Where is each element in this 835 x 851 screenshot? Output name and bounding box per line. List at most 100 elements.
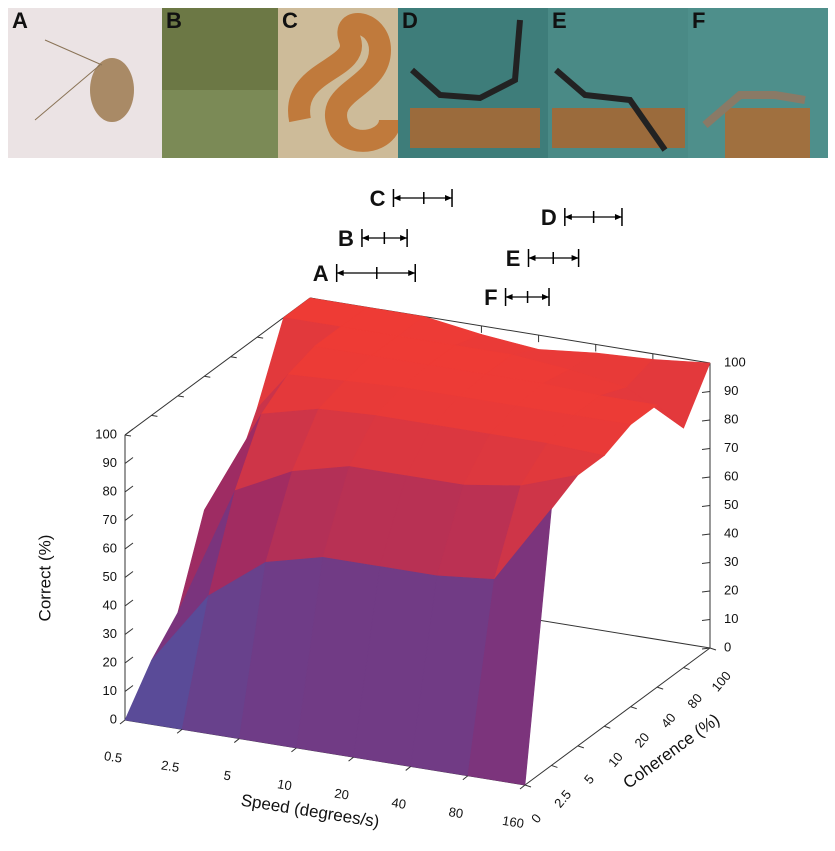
perch bbox=[552, 108, 685, 148]
y-wall-tick bbox=[125, 435, 131, 436]
z-tick bbox=[125, 629, 133, 635]
z-tick-label: 80 bbox=[724, 411, 738, 426]
y-tick-label: 5 bbox=[581, 772, 597, 787]
z-tick bbox=[702, 392, 710, 393]
x-tick bbox=[406, 766, 411, 770]
z-tick-label: 60 bbox=[724, 468, 738, 483]
z-tick-label: 100 bbox=[95, 426, 117, 441]
z-tick bbox=[702, 477, 710, 478]
x-tick-label: 80 bbox=[448, 804, 465, 821]
x-tick-label: 160 bbox=[501, 813, 525, 831]
x-tick bbox=[177, 729, 182, 733]
range-label: B bbox=[338, 226, 354, 251]
range-label: C bbox=[370, 186, 386, 211]
y-tick-label: 10 bbox=[605, 749, 626, 770]
arrowhead bbox=[528, 255, 535, 261]
z-tick bbox=[125, 572, 133, 578]
arrowhead bbox=[400, 235, 407, 241]
x-tick-label: 10 bbox=[276, 776, 293, 793]
z-tick-label: 50 bbox=[724, 497, 738, 512]
x-tick-label: 2.5 bbox=[160, 757, 180, 775]
x-tick-label: 20 bbox=[333, 786, 350, 803]
z-tick bbox=[702, 420, 710, 421]
x-tick bbox=[291, 748, 296, 752]
z-tick bbox=[125, 515, 133, 521]
y-tick bbox=[525, 785, 531, 787]
z-tick bbox=[125, 600, 133, 606]
panel-label: B bbox=[166, 8, 182, 33]
z-axis-label: Correct (%) bbox=[35, 535, 54, 622]
x-tick-label: 0.5 bbox=[103, 748, 123, 766]
z-tick-label: 70 bbox=[724, 440, 738, 455]
y-tick bbox=[684, 668, 690, 670]
arrowhead bbox=[565, 214, 572, 220]
y-wall-tick bbox=[231, 357, 237, 358]
x-tick-label: 5 bbox=[223, 768, 232, 784]
range-label: A bbox=[313, 261, 329, 286]
perch bbox=[410, 108, 540, 148]
arrowhead bbox=[445, 195, 452, 201]
page: {"photos": [{"label": "A"}, {"label": "B… bbox=[0, 0, 835, 851]
x-tick-label: 40 bbox=[391, 795, 408, 812]
range-label: E bbox=[506, 246, 521, 271]
z-tick bbox=[125, 458, 133, 464]
y-tick bbox=[710, 648, 716, 650]
z-tick-label: 100 bbox=[724, 354, 746, 369]
z-tick bbox=[702, 534, 710, 535]
z-tick-label: 40 bbox=[724, 525, 738, 540]
y-tick bbox=[631, 707, 637, 709]
y-tick-label: 0 bbox=[528, 811, 544, 826]
arrowhead bbox=[337, 270, 344, 276]
y-tick bbox=[657, 687, 663, 689]
x-tick bbox=[349, 757, 354, 761]
panel-label: D bbox=[402, 8, 418, 33]
z-tick bbox=[125, 657, 133, 663]
z-tick-label: 90 bbox=[103, 455, 117, 470]
z-tick-label: 60 bbox=[103, 540, 117, 555]
z-tick bbox=[702, 620, 710, 621]
panel-label: F bbox=[692, 8, 705, 33]
arrowhead bbox=[615, 214, 622, 220]
z-tick bbox=[125, 486, 133, 492]
z-tick-label: 20 bbox=[724, 582, 738, 597]
z-tick-label: 10 bbox=[724, 611, 738, 626]
z-tick-label: 30 bbox=[103, 626, 117, 641]
y-wall-tick bbox=[257, 337, 263, 338]
z-tick-label: 30 bbox=[724, 554, 738, 569]
y-tick-label: 80 bbox=[684, 691, 705, 712]
photo-cricket bbox=[8, 8, 162, 158]
z-tick bbox=[702, 591, 710, 592]
z-tick-label: 80 bbox=[103, 483, 117, 498]
z-tick-label: 70 bbox=[103, 512, 117, 527]
arrowhead bbox=[506, 294, 513, 300]
shrubs bbox=[162, 90, 278, 158]
range-label: D bbox=[541, 205, 557, 230]
z-tick-label: 40 bbox=[103, 597, 117, 612]
y-wall-tick bbox=[178, 396, 184, 397]
y-tick bbox=[551, 765, 557, 767]
y-wall-tick bbox=[204, 376, 210, 377]
z-tick bbox=[125, 686, 133, 692]
arrowhead bbox=[362, 235, 369, 241]
x-tick bbox=[234, 739, 239, 743]
figure: ABCDEF0010102020303040405050606070708080… bbox=[0, 0, 835, 846]
arrowhead bbox=[393, 195, 400, 201]
panel-label: E bbox=[552, 8, 567, 33]
y-tick-label: 2.5 bbox=[551, 787, 574, 810]
arrowhead bbox=[572, 255, 579, 261]
z-tick bbox=[702, 563, 710, 564]
y-wall-tick bbox=[151, 415, 157, 416]
perch bbox=[725, 108, 810, 158]
z-tick-label: 90 bbox=[724, 383, 738, 398]
z-tick-label: 20 bbox=[103, 654, 117, 669]
panel-label: C bbox=[282, 8, 298, 33]
z-tick bbox=[125, 429, 133, 435]
y-tick bbox=[578, 746, 584, 748]
z-tick-label: 50 bbox=[103, 569, 117, 584]
z-tick bbox=[702, 506, 710, 507]
arrowhead bbox=[408, 270, 415, 276]
x-axis-label: Speed (degrees/s) bbox=[240, 791, 381, 832]
y-tick-label: 100 bbox=[708, 668, 733, 694]
z-tick-label: 0 bbox=[110, 711, 117, 726]
z-tick bbox=[125, 543, 133, 549]
